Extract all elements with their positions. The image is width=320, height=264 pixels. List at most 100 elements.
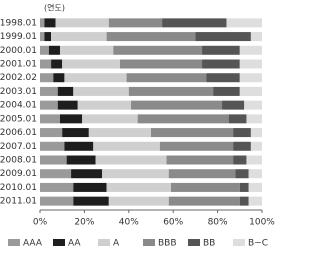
bar-segment xyxy=(106,182,171,192)
bar-segment xyxy=(40,169,72,179)
legend-swatch xyxy=(53,239,65,246)
bar-segment xyxy=(168,169,236,179)
bar-segment xyxy=(202,45,240,55)
bar-segment xyxy=(250,141,262,151)
bar-segment xyxy=(44,18,56,28)
bar-segment xyxy=(64,141,94,151)
y-tick-label: 1998.01 xyxy=(0,18,37,28)
bar-segment xyxy=(59,45,114,55)
bar-segment xyxy=(246,155,262,165)
bar-segment xyxy=(62,128,89,138)
y-tick-label: 2000.01 xyxy=(0,46,37,56)
bar-segment xyxy=(166,155,234,165)
bar-segment xyxy=(239,196,249,206)
bar-segment xyxy=(239,45,262,55)
bar-segment xyxy=(48,45,60,55)
y-tick-label: 2006.01 xyxy=(0,128,37,138)
legend-swatch xyxy=(188,239,200,246)
bar-segment xyxy=(93,141,160,151)
y-axis-label: (연도) xyxy=(44,4,65,13)
legend-swatch xyxy=(8,239,20,246)
bar-segment xyxy=(159,141,234,151)
legend-label: BBB xyxy=(158,239,177,249)
bar-segment xyxy=(82,114,138,124)
bar-segment xyxy=(88,128,151,138)
bar-segment xyxy=(131,100,223,110)
legend-swatch xyxy=(98,239,110,246)
legend-swatch xyxy=(143,239,155,246)
y-tick-label: 2010.01 xyxy=(0,183,37,193)
y-tick-label: 2007.01 xyxy=(0,142,37,152)
y-tick-label: 2001.01 xyxy=(0,60,37,70)
bar-segment xyxy=(126,73,207,83)
bar-segment xyxy=(102,169,169,179)
bar-segment xyxy=(40,18,45,28)
x-tick-label: 100% xyxy=(249,218,275,228)
bar-segment xyxy=(233,155,247,165)
bar-segment xyxy=(195,32,251,42)
bar-segment xyxy=(40,100,58,110)
bar-segment xyxy=(40,73,54,83)
bar-segment xyxy=(239,73,262,83)
bar-segment xyxy=(44,32,52,42)
x-tick-label: 0% xyxy=(33,218,48,228)
legend-label: AAA xyxy=(23,239,43,249)
bar-segment xyxy=(95,155,167,165)
bar-segment xyxy=(244,100,262,110)
bar-segment xyxy=(40,196,74,206)
bar-segment xyxy=(151,128,234,138)
bar-segment xyxy=(162,18,227,28)
bar-segment xyxy=(119,59,203,69)
y-tick-label: 2003.01 xyxy=(0,87,37,97)
bar-segment xyxy=(55,18,109,28)
x-tick-label: 60% xyxy=(163,218,183,228)
bar-segment xyxy=(40,182,74,192)
bar-segment xyxy=(40,59,52,69)
bar-segment xyxy=(233,141,251,151)
bar-segment xyxy=(226,18,262,28)
bar-segment xyxy=(239,59,262,69)
bar-segment xyxy=(77,100,132,110)
bar-segment xyxy=(64,73,127,83)
legend-label: B~C xyxy=(248,239,268,249)
y-tick-label: 2011.01 xyxy=(0,197,37,207)
x-tick-label: 20% xyxy=(74,218,94,228)
bar-segment xyxy=(170,182,240,192)
bar-segment xyxy=(202,59,240,69)
bar-segment xyxy=(71,169,103,179)
bar-segment xyxy=(40,45,49,55)
bar-segment xyxy=(59,114,83,124)
bar-segment xyxy=(222,100,245,110)
bar-segment xyxy=(40,155,67,165)
bar-segment xyxy=(248,196,262,206)
bar-segment xyxy=(248,169,262,179)
bar-segment xyxy=(235,169,249,179)
x-tick-label: 40% xyxy=(119,218,139,228)
bar-segment xyxy=(57,100,78,110)
y-tick-label: 2005.01 xyxy=(0,114,37,124)
bar-segment xyxy=(108,18,163,28)
y-tick-label: 1999.01 xyxy=(0,32,37,42)
bar-segment xyxy=(250,128,262,138)
legend-label: BB xyxy=(203,239,215,249)
bar-segment xyxy=(73,86,129,96)
bar-segment xyxy=(106,32,196,42)
bar-segment xyxy=(213,86,240,96)
bar-segment xyxy=(108,196,169,206)
bar-segment xyxy=(57,86,74,96)
bar-segment xyxy=(239,182,249,192)
bar-segment xyxy=(73,196,109,206)
bar-segment xyxy=(168,196,240,206)
bar-segment xyxy=(40,128,63,138)
bar-segment xyxy=(239,86,262,96)
legend-label: A xyxy=(113,239,120,249)
bar-segment xyxy=(228,114,247,124)
y-tick-label: 2008.01 xyxy=(0,156,37,166)
y-tick-label: 2002.02 xyxy=(0,73,37,83)
bar-segment xyxy=(113,45,203,55)
bar-segment xyxy=(246,114,262,124)
legend-swatch xyxy=(233,239,245,246)
bar-segment xyxy=(40,32,45,42)
bar-segment xyxy=(128,86,214,96)
bar-segment xyxy=(51,59,63,69)
